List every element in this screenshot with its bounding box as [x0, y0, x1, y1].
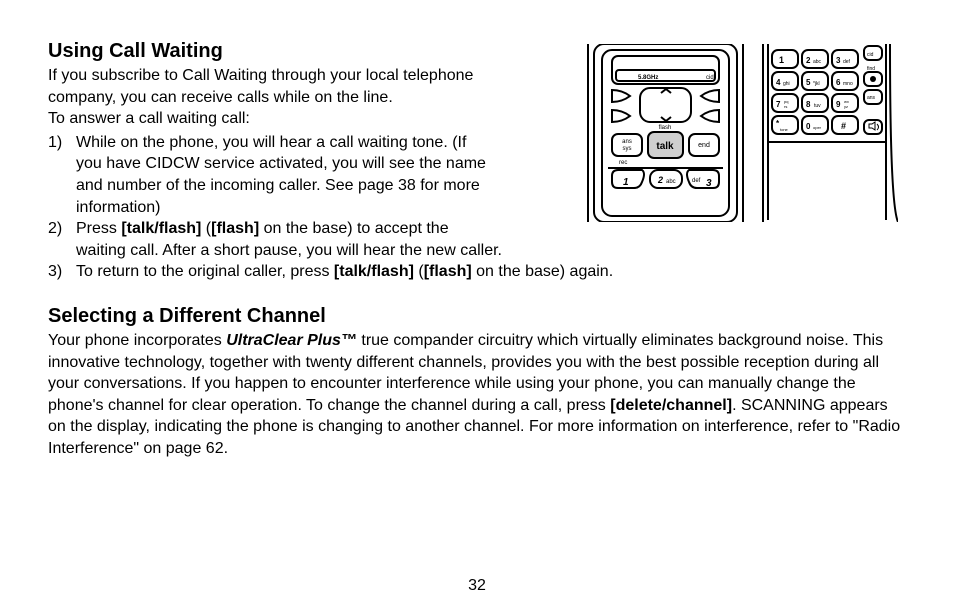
- svg-text:0: 0: [806, 122, 811, 131]
- key-flash: [flash]: [424, 263, 472, 280]
- talk-label: talk: [656, 141, 674, 152]
- svg-text:cid: cid: [867, 52, 874, 58]
- svg-text:#: #: [841, 121, 846, 131]
- svg-text:9: 9: [836, 100, 841, 109]
- flash-label: flash: [659, 125, 672, 131]
- svg-text:1: 1: [623, 177, 629, 188]
- phone-illustration: 5.8GHz cid flash ans sys talk: [568, 44, 898, 222]
- list-number: 2): [48, 218, 76, 261]
- svg-text:def: def: [692, 178, 701, 184]
- svg-text:8: 8: [806, 100, 811, 109]
- svg-text:2: 2: [806, 56, 811, 65]
- svg-text:tuv: tuv: [814, 103, 821, 109]
- svg-text:mno: mno: [843, 81, 853, 87]
- svg-text:*jkl: *jkl: [813, 81, 820, 87]
- freq-label: 5.8GHz: [638, 75, 658, 81]
- list-item: 2) Press [talk/flash] ([flash] on the ba…: [48, 218, 906, 261]
- rec-label: rec: [619, 160, 627, 166]
- list-item: 3) To return to the original caller, pre…: [48, 261, 906, 283]
- key-talk-flash: [talk/flash]: [121, 220, 201, 237]
- list-number: 1): [48, 132, 76, 218]
- key-talk-flash: [talk/flash]: [334, 263, 414, 280]
- svg-text:3: 3: [706, 178, 712, 189]
- cid-label: cid: [706, 75, 714, 81]
- intro-line-1: If you subscribe to Call Waiting through…: [48, 67, 473, 84]
- svg-text:abc: abc: [813, 59, 822, 65]
- svg-text:4: 4: [776, 78, 781, 87]
- svg-text:3: 3: [836, 56, 841, 65]
- key-flash: [flash]: [211, 220, 259, 237]
- key-delete-channel: [delete/channel]: [610, 397, 732, 414]
- svg-text:def: def: [843, 59, 851, 65]
- svg-text:6: 6: [836, 78, 841, 87]
- svg-text:5: 5: [806, 78, 811, 87]
- svg-text:2: 2: [657, 175, 663, 185]
- ultraclear-brand: UltraClear Plus™: [226, 332, 357, 349]
- svg-text:ghi: ghi: [783, 81, 790, 87]
- heading-channel: Selecting a Different Channel: [48, 305, 906, 328]
- intro-line-3: To answer a call waiting call:: [48, 110, 250, 127]
- svg-text:abc: abc: [666, 179, 676, 185]
- page-number: 32: [0, 577, 954, 595]
- list-number: 3): [48, 261, 76, 283]
- svg-text:ans: ans: [867, 95, 876, 101]
- svg-text:rs: rs: [784, 104, 787, 109]
- svg-text:7: 7: [776, 100, 781, 109]
- end-label: end: [698, 142, 710, 149]
- svg-text:oper: oper: [813, 125, 822, 130]
- svg-text:sys: sys: [623, 146, 632, 152]
- svg-text:ans: ans: [622, 139, 632, 145]
- svg-text:yz: yz: [844, 104, 848, 109]
- section-channel: Selecting a Different Channel Your phone…: [48, 305, 906, 460]
- intro-line-2: company, you can receive calls while on …: [48, 89, 393, 106]
- svg-text:1: 1: [779, 55, 784, 65]
- svg-text:tone: tone: [780, 127, 789, 132]
